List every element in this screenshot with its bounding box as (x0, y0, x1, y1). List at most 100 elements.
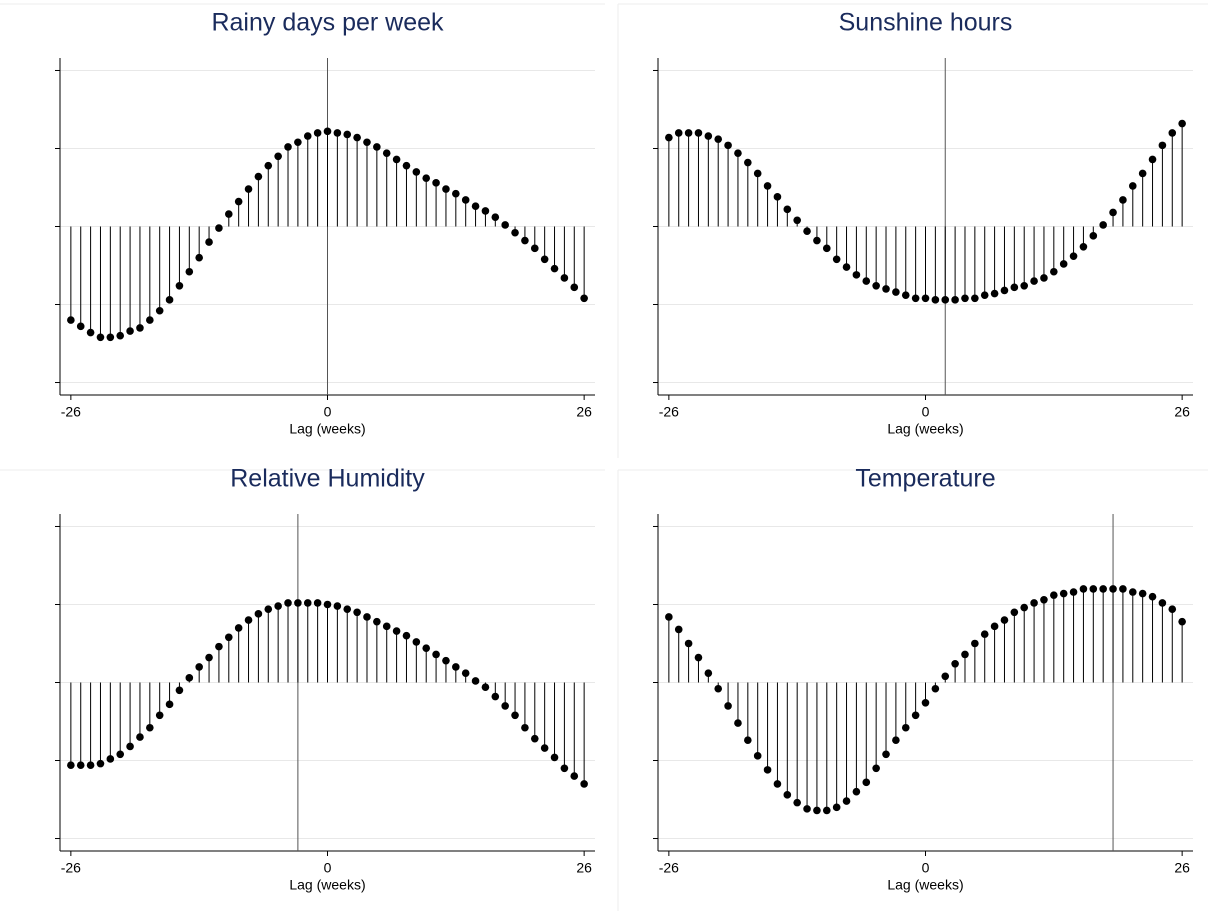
x-tick-label: -26 (659, 404, 679, 420)
stem-marker (432, 179, 440, 187)
stem-marker (1069, 252, 1078, 260)
stem-marker (215, 224, 223, 232)
stem-marker (491, 692, 500, 701)
stem-marker (244, 185, 253, 193)
stem-marker (684, 639, 693, 648)
stem-marker (570, 283, 579, 292)
stem-marker (951, 659, 959, 668)
stem-marker (422, 174, 431, 182)
x-tick-label: 0 (324, 860, 332, 876)
stem-marker (753, 752, 762, 760)
x-axis-label: Lag (weeks) (887, 421, 963, 437)
stem-marker (832, 255, 841, 264)
stem-marker (530, 244, 539, 253)
stem-marker (195, 253, 203, 262)
stem-marker (511, 228, 519, 237)
x-tick-label: 26 (1174, 404, 1190, 420)
stem-marker (763, 766, 772, 774)
stem-marker (1109, 208, 1117, 217)
stem-marker (353, 608, 361, 617)
stem-marker (1050, 267, 1058, 276)
stem-marker (882, 285, 890, 293)
stem-marker (773, 780, 782, 788)
stem-marker (313, 129, 322, 137)
stem-marker (763, 182, 772, 190)
stem-marker (921, 294, 930, 303)
stem-marker (1119, 196, 1127, 204)
stem-marker (461, 196, 470, 204)
x-tick-label: -26 (61, 404, 81, 420)
stem-marker (442, 656, 450, 665)
stem-marker (392, 155, 401, 164)
stem-marker (1158, 599, 1167, 607)
x-tick-label: 26 (576, 404, 592, 420)
stem-marker (911, 294, 920, 303)
stem-marker (734, 719, 742, 727)
stem-marker (1050, 591, 1058, 599)
stem-marker (224, 210, 233, 218)
stem-marker (96, 333, 105, 342)
stem-marker (501, 702, 509, 710)
stem-marker (714, 135, 723, 143)
stem-marker (461, 669, 470, 677)
stem-marker (333, 129, 342, 137)
stem-marker (274, 152, 282, 161)
stem-marker (550, 753, 559, 762)
stem-marker (491, 213, 500, 221)
stem-marker (452, 189, 460, 198)
stem-marker (1010, 608, 1019, 617)
stem-marker (175, 281, 184, 290)
stem-marker (382, 149, 391, 157)
stem-marker (471, 677, 480, 685)
stem-marker (165, 700, 174, 709)
stem-marker (1079, 242, 1088, 251)
stem-marker (323, 127, 332, 136)
stem-marker (481, 683, 490, 691)
stem-marker (136, 324, 144, 332)
stem-marker (813, 806, 821, 815)
stem-marker (274, 602, 282, 610)
stem-marker (872, 764, 880, 773)
stem-marker (1099, 221, 1107, 229)
stem-marker (674, 129, 683, 137)
stem-marker (106, 333, 115, 342)
stem-marker (521, 236, 529, 245)
x-tick-label: 0 (324, 404, 332, 420)
stem-marker (126, 742, 134, 751)
stem-marker (412, 638, 421, 646)
stem-marker (550, 264, 559, 273)
stem-marker (136, 733, 144, 741)
stem-marker (793, 798, 801, 807)
stem-marker (1040, 274, 1048, 282)
stem-marker (1059, 589, 1068, 598)
stem-marker (294, 138, 302, 147)
stem-marker (842, 797, 851, 805)
x-axis-label: Lag (weeks) (887, 877, 963, 893)
stem-marker (793, 216, 801, 225)
stem-marker (432, 650, 440, 659)
stem-marker (116, 750, 125, 759)
stem-marker (205, 653, 213, 662)
stem-marker (481, 207, 490, 215)
stem-marker (155, 711, 164, 720)
stem-marker (254, 172, 263, 181)
x-tick-label: 0 (922, 860, 930, 876)
stem-marker (412, 168, 421, 176)
stem-marker (1178, 119, 1186, 128)
x-tick-label: -26 (659, 860, 679, 876)
stem-marker (990, 622, 999, 631)
x-tick-label: -26 (61, 860, 81, 876)
stem-marker (1119, 585, 1127, 593)
stem-marker (106, 755, 115, 763)
stem-marker (951, 296, 959, 304)
stem-marker (674, 625, 683, 634)
stem-marker (382, 622, 391, 631)
stem-marker (803, 805, 811, 813)
stem-marker (560, 764, 569, 773)
stem-marker (185, 674, 194, 682)
stem-marker (665, 133, 673, 142)
stem-marker (1040, 596, 1048, 604)
stem-marker (1109, 585, 1117, 593)
stem-marker (1020, 281, 1029, 290)
